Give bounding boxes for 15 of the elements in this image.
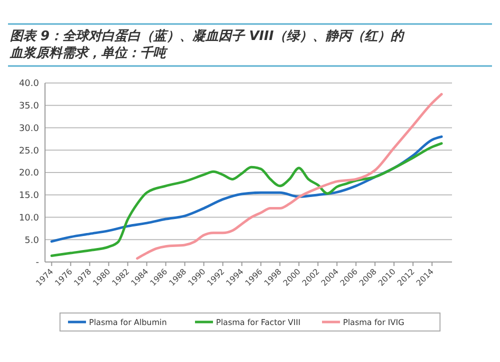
legend-label: Plasma for Albumin [89, 318, 167, 327]
y-tick-label: 30.0 [18, 124, 40, 134]
line-series [136, 92, 443, 260]
y-tick-label: 25.0 [18, 146, 40, 156]
y-tick-label: 40.0 [18, 79, 40, 90]
chart-title: 图表 9：全球对白蛋白（蓝）、凝血因子 VIII（绿）、静丙（红）的血浆原料需求，单位：千吨 [9, 28, 406, 61]
y-tick-label: - [36, 258, 39, 268]
legend-label: Plasma for IVIG [343, 318, 404, 327]
y-tick-label: 15.0 [18, 191, 40, 202]
legend-label: Plasma for Factor VIII [216, 318, 300, 327]
line-series [50, 142, 443, 257]
y-tick-label: 10.0 [18, 213, 40, 224]
y-tick-label: 5.0 [24, 236, 40, 246]
y-tick-label: 35.0 [18, 102, 40, 112]
y-tick-label: 20.0 [18, 168, 40, 179]
